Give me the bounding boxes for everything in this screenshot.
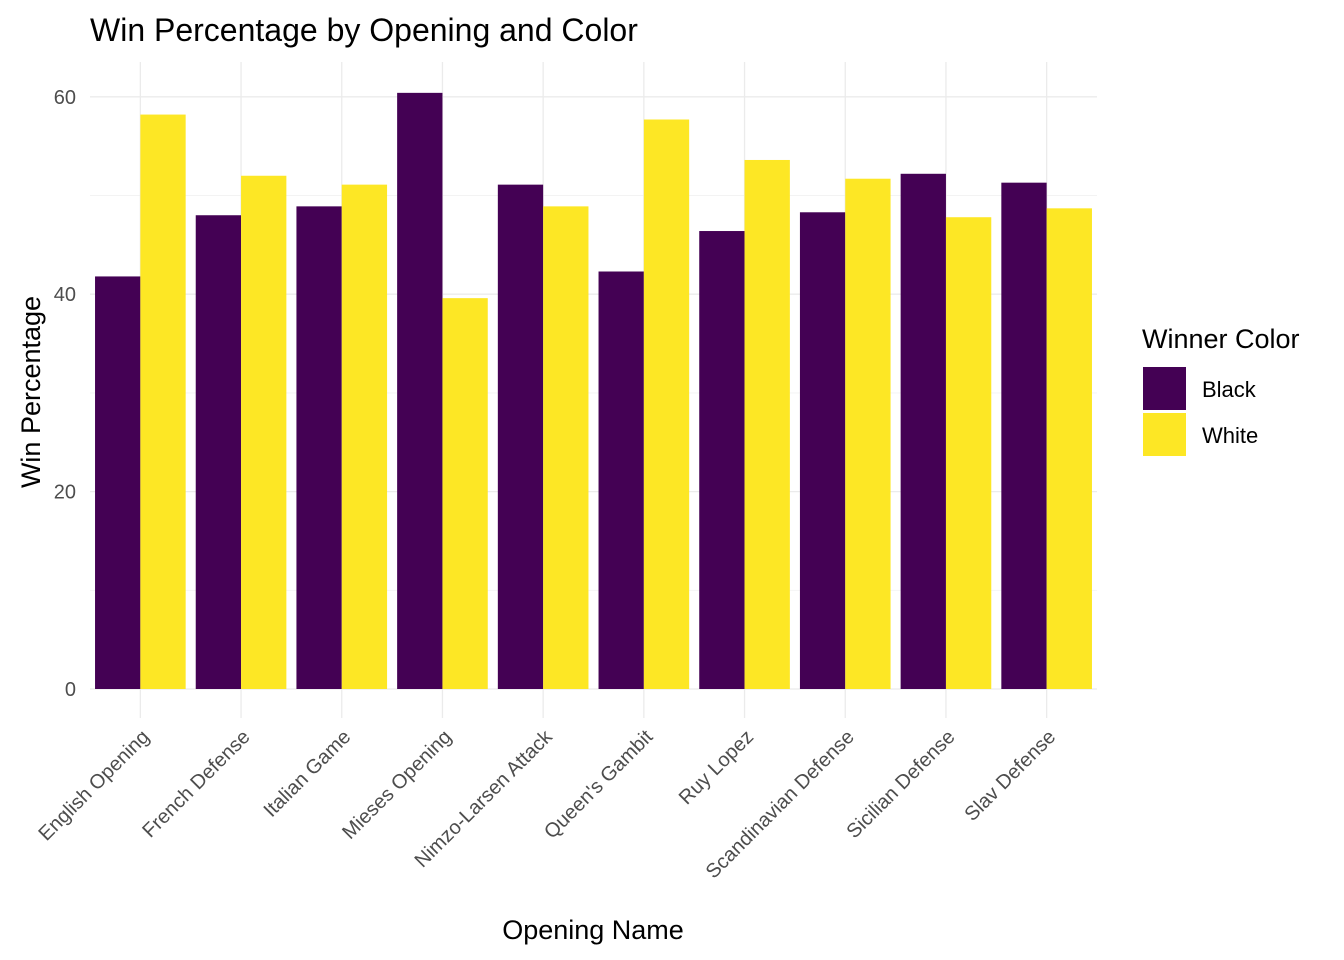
bar-black bbox=[1001, 182, 1047, 689]
x-tick-label: Italian Game bbox=[260, 726, 356, 822]
bar-white bbox=[945, 217, 992, 690]
x-tick-label: Ruy Lopez bbox=[675, 726, 758, 809]
bar-white bbox=[140, 114, 186, 690]
bar-white bbox=[845, 178, 891, 689]
legend-label-black: Black bbox=[1202, 377, 1257, 402]
legend-key-white bbox=[1143, 413, 1186, 456]
x-tick-label: Mieses Opening bbox=[338, 726, 456, 844]
chart-title: Win Percentage by Opening and Color bbox=[90, 12, 638, 48]
bar-black bbox=[598, 271, 644, 689]
bar-white bbox=[341, 184, 388, 689]
bar-white bbox=[442, 298, 488, 689]
bar-white bbox=[543, 206, 589, 689]
bar-black bbox=[497, 184, 544, 689]
bar-black bbox=[799, 212, 846, 690]
legend-title: Winner Color bbox=[1142, 324, 1300, 354]
bar-black bbox=[900, 173, 946, 689]
bar-black bbox=[195, 215, 242, 690]
x-tick-label: Slav Defense bbox=[961, 726, 1061, 826]
bar-white bbox=[643, 119, 690, 690]
y-tick-label: 60 bbox=[54, 87, 76, 109]
x-tick-label: Queen's Gambit bbox=[540, 726, 658, 844]
y-tick-label: 0 bbox=[65, 679, 76, 701]
legend-key-black bbox=[1143, 367, 1186, 410]
bar-white bbox=[1046, 208, 1092, 689]
legend-label-white: White bbox=[1202, 423, 1258, 448]
y-tick-label: 20 bbox=[54, 482, 76, 504]
bars bbox=[95, 92, 1092, 690]
bar-white bbox=[744, 159, 790, 689]
x-tick-label: French Defense bbox=[138, 726, 254, 842]
legend: Winner Color Black White bbox=[1142, 324, 1300, 456]
bar-black bbox=[397, 92, 443, 690]
bar-white bbox=[241, 175, 287, 689]
y-axis-ticks: 0 20 40 60 bbox=[54, 87, 76, 701]
x-tick-label: Sicilian Defense bbox=[843, 726, 960, 843]
y-axis-title: Win Percentage bbox=[16, 296, 46, 488]
x-tick-label: English Opening bbox=[35, 726, 154, 845]
y-tick-label: 40 bbox=[54, 284, 76, 306]
bar-black bbox=[95, 276, 141, 689]
bar-black bbox=[296, 206, 342, 689]
bar-black bbox=[699, 231, 745, 690]
x-axis-title: Opening Name bbox=[502, 915, 684, 945]
